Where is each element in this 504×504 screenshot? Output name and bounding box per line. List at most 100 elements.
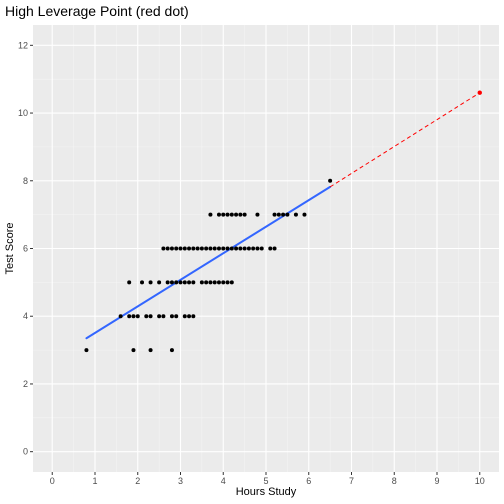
y-axis-title: Test Score [4,223,16,275]
data-point [131,314,136,319]
x-tick-label: 8 [392,476,397,486]
data-point [191,280,196,285]
data-point [148,314,153,319]
high-leverage-point [477,90,482,95]
fit-lines [85,92,481,340]
data-point [281,212,286,217]
data-point [204,280,209,285]
x-tick-label: 2 [135,476,140,486]
x-axis-ticks: 0 1 2 3 4 5 6 7 8 9 10 [50,472,485,486]
data-point [272,246,277,251]
data-point [118,314,123,319]
major-gridlines [33,25,499,472]
data-point [148,280,153,285]
y-axis-ticks: 0 2 4 6 8 10 12 [18,40,33,457]
data-point [255,212,260,217]
data-point [144,314,149,319]
data-point [225,246,230,251]
data-point [195,246,200,251]
x-tick-label: 9 [435,476,440,486]
y-tick-label: 8 [23,176,28,186]
y-tick-label: 0 [23,447,28,457]
data-point [174,314,179,319]
data-point [161,246,166,251]
data-point [140,280,145,285]
data-point [255,246,260,251]
y-tick-label: 4 [23,311,28,321]
data-point [127,280,132,285]
data-point [285,212,290,217]
data-point [246,246,251,251]
x-tick-label: 10 [475,476,485,486]
x-tick-label: 3 [178,476,183,486]
data-point [328,178,333,183]
data-point [199,246,204,251]
data-points [84,90,482,353]
data-point [221,280,226,285]
data-point [127,314,132,319]
data-point [208,212,213,217]
x-tick-label: 1 [92,476,97,486]
data-point [182,314,187,319]
data-point [182,280,187,285]
data-point [238,212,243,217]
data-point [191,314,196,319]
data-point [229,280,234,285]
data-point [242,246,247,251]
data-point [199,280,204,285]
data-point [268,246,273,251]
x-axis-title: Hours Study [236,486,297,498]
data-point [148,348,153,353]
x-tick-label: 6 [306,476,311,486]
data-point [216,212,221,217]
y-tick-label: 12 [18,40,28,50]
y-tick-label: 10 [18,108,28,118]
data-point [169,314,174,319]
data-point [169,246,174,251]
data-point [182,246,187,251]
data-point [169,348,174,353]
data-point [161,314,166,319]
data-point [157,280,162,285]
data-point [276,212,281,217]
data-point [242,212,247,217]
data-point [157,314,162,319]
leverage-dashed-line [329,92,481,188]
data-point [225,280,230,285]
data-point [216,280,221,285]
data-point [272,212,277,217]
x-tick-label: 7 [349,476,354,486]
data-point [234,246,239,251]
data-point [174,246,179,251]
data-point [293,212,298,217]
data-point [216,246,221,251]
data-point [187,280,192,285]
data-point [165,280,170,285]
data-point [191,246,196,251]
data-point [225,212,230,217]
data-point [212,246,217,251]
y-tick-label: 6 [23,244,28,254]
data-point [178,280,183,285]
data-point [229,212,234,217]
data-point [131,348,136,353]
data-point [208,280,213,285]
data-point [208,246,213,251]
data-point [204,246,209,251]
data-point [221,246,226,251]
data-point [174,280,179,285]
x-tick-label: 4 [221,476,226,486]
y-tick-label: 2 [23,379,28,389]
regression-line [85,185,332,340]
data-point [234,212,239,217]
data-point [212,280,217,285]
chart-title: High Leverage Point (red dot) [5,3,189,19]
data-point [169,280,174,285]
data-point [135,314,140,319]
data-point [221,212,226,217]
x-tick-label: 0 [50,476,55,486]
data-point [187,246,192,251]
data-point [187,314,192,319]
x-tick-label: 5 [263,476,268,486]
